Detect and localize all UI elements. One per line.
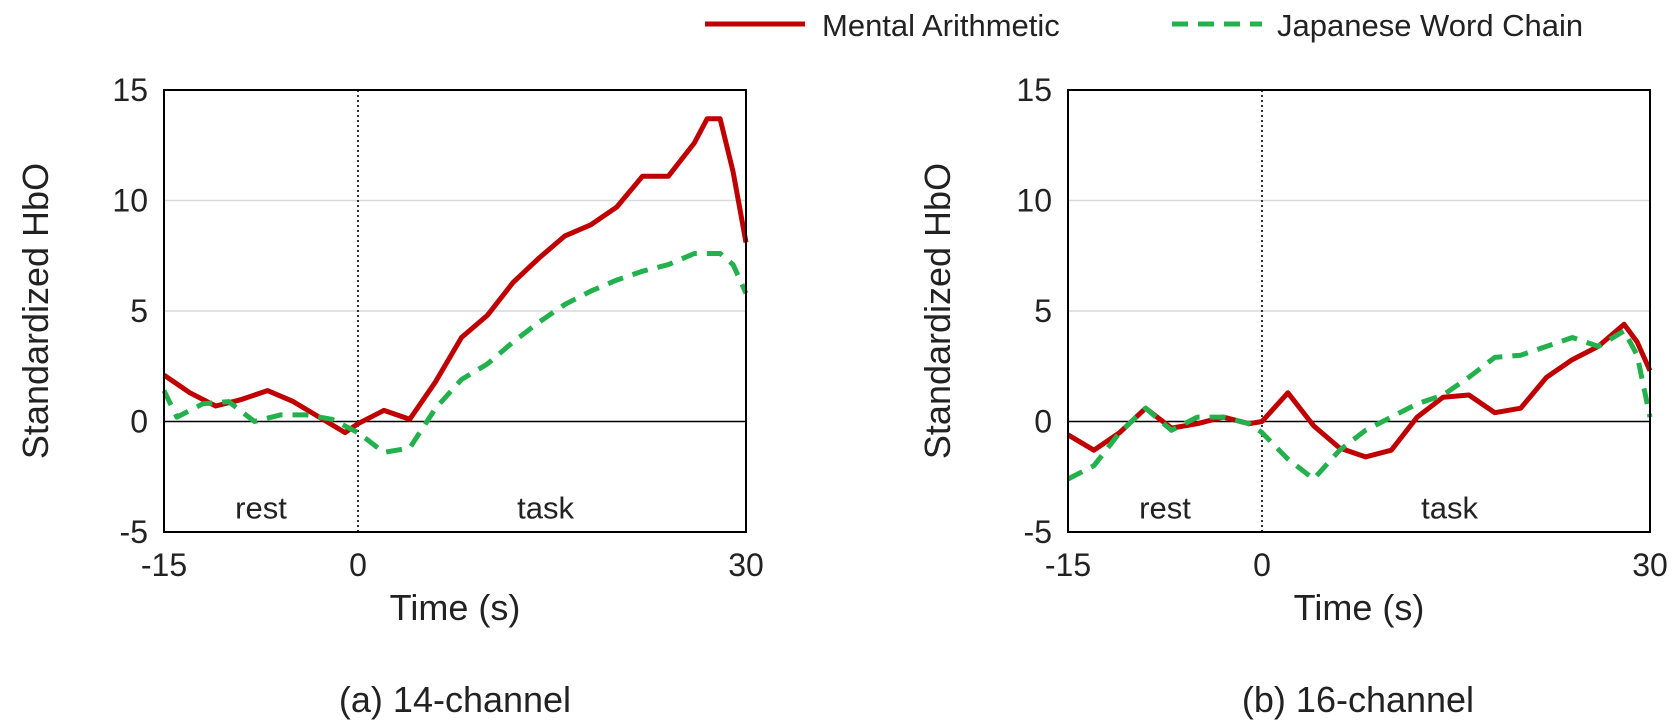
y-tick-label: 10 <box>112 183 148 219</box>
y-tick-label: 10 <box>1016 183 1052 219</box>
y-tick-label: 0 <box>1034 404 1052 440</box>
x-axis-label: Time (s) <box>1294 587 1425 628</box>
y-tick-label: 15 <box>1016 72 1052 108</box>
series-line-japanese-word-chain <box>161 251 749 455</box>
series-line-mental-arithmetic <box>162 116 749 436</box>
series-line-japanese-word-chain <box>1066 328 1653 482</box>
panel-caption: (a) 14-channel <box>339 679 571 720</box>
x-tick-label: 0 <box>349 547 367 583</box>
y-tick-label: 5 <box>1034 293 1052 329</box>
panel-16-channel: -5 0 5 10 15 -15 0 30 rest task Time (s) Standardiz… <box>917 72 1668 720</box>
annotation-rest: rest <box>1139 491 1191 526</box>
x-tick-label: -15 <box>1045 547 1091 583</box>
annotation-task: task <box>1421 491 1478 526</box>
panel-14-channel: -5 0 5 10 15 -15 0 30 rest task Time (s) Standardiz… <box>15 72 764 720</box>
legend-label-mental-arithmetic: Mental Arithmetic <box>822 8 1060 43</box>
legend: Mental Arithmetic Japanese Word Chain <box>705 8 1583 43</box>
legend-item-japanese-word-chain: Japanese Word Chain <box>1172 8 1583 43</box>
y-tick-label: 15 <box>112 72 148 108</box>
x-tick-label: 30 <box>1632 547 1668 583</box>
y-tick-label: -5 <box>1024 514 1052 550</box>
y-axis-label: Standardized HbO <box>15 163 56 459</box>
y-axis-label: Standardized HbO <box>917 163 958 459</box>
x-tick-label: 30 <box>728 547 764 583</box>
annotation-task: task <box>517 491 574 526</box>
legend-label-japanese-word-chain: Japanese Word Chain <box>1277 8 1583 43</box>
y-tick-label: 0 <box>130 404 148 440</box>
plot-frame <box>163 89 747 533</box>
x-tick-label: -15 <box>141 547 187 583</box>
panel-caption: (b) 16-channel <box>1242 679 1474 720</box>
y-tick-label: -5 <box>120 514 148 550</box>
x-tick-label: 0 <box>1253 547 1271 583</box>
plot-frame <box>1067 89 1651 533</box>
y-tick-label: 5 <box>130 293 148 329</box>
x-axis-label: Time (s) <box>390 587 521 628</box>
annotation-rest: rest <box>235 491 287 526</box>
legend-item-mental-arithmetic: Mental Arithmetic <box>705 8 1060 43</box>
